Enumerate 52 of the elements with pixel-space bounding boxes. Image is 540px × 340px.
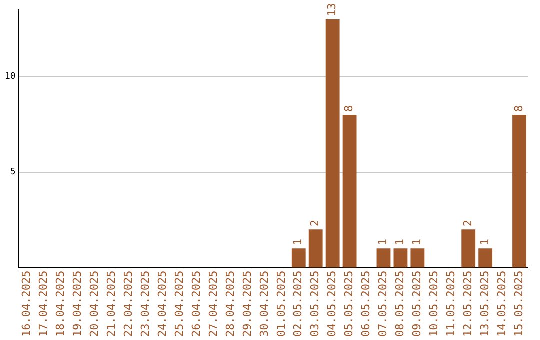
bar: [512, 115, 526, 268]
y-tick-label: 10: [4, 72, 16, 82]
data-label: 8: [342, 105, 356, 112]
x-tick-label: 19.04.2025: [71, 270, 84, 338]
x-tick-label: 04.05.2025: [326, 270, 339, 338]
x-tick-label: 06.05.2025: [360, 270, 373, 338]
data-label: 8: [512, 105, 526, 112]
bar: [394, 248, 408, 268]
data-label: 2: [308, 220, 322, 227]
data-label: 1: [376, 239, 390, 246]
x-tick-label: 29.04.2025: [240, 270, 254, 338]
bar: [308, 230, 323, 268]
x-tick-label: 28.04.2025: [224, 270, 237, 338]
x-tick-label: 17.04.2025: [37, 270, 50, 338]
x-tick-label: 23.04.2025: [138, 270, 152, 338]
y-tick-label: 5: [10, 168, 16, 178]
x-tick-label: 11.05.2025: [444, 270, 458, 338]
x-tick-label: 14.05.2025: [495, 270, 508, 338]
x-tick-label: 03.05.2025: [308, 270, 322, 338]
data-label: 1: [394, 239, 407, 246]
x-tick-label: 15.05.2025: [512, 270, 526, 338]
x-tick-label: 16.04.2025: [20, 270, 34, 338]
x-tick-label: 30.04.2025: [258, 270, 271, 338]
x-tick-label: 05.05.2025: [342, 270, 356, 338]
x-tick-label: 22.04.2025: [122, 270, 136, 338]
x-tick-label: 18.04.2025: [54, 270, 68, 338]
x-tick-label: 07.05.2025: [376, 270, 390, 338]
data-label: 1: [410, 239, 424, 246]
x-tick-label: 10.05.2025: [428, 270, 441, 338]
x-tick-label: 24.04.2025: [156, 270, 169, 338]
x-tick-label: 08.05.2025: [394, 270, 407, 338]
data-label: 1: [478, 239, 492, 246]
x-tick-label: 02.05.2025: [292, 270, 305, 338]
x-tick-label: 27.04.2025: [206, 270, 220, 338]
x-tick-label: 20.04.2025: [88, 270, 102, 338]
x-tick-label: 26.04.2025: [190, 270, 203, 338]
x-tick-label: 25.04.2025: [172, 270, 186, 338]
data-label: 2: [461, 220, 474, 227]
bar: [376, 248, 391, 268]
bar: [410, 248, 425, 268]
bar: [326, 20, 340, 268]
x-tick-label: 09.05.2025: [410, 270, 424, 338]
x-tick-label: 12.05.2025: [461, 270, 474, 338]
bar: [342, 115, 357, 268]
bar: [478, 248, 493, 268]
bar: [462, 230, 476, 268]
bar: [292, 248, 306, 268]
x-tick-label: 21.04.2025: [105, 270, 118, 338]
data-label: 1: [292, 239, 305, 246]
x-tick-label: 13.05.2025: [478, 270, 492, 338]
data-label: 13: [326, 3, 339, 17]
x-tick-label: 01.05.2025: [274, 270, 288, 338]
